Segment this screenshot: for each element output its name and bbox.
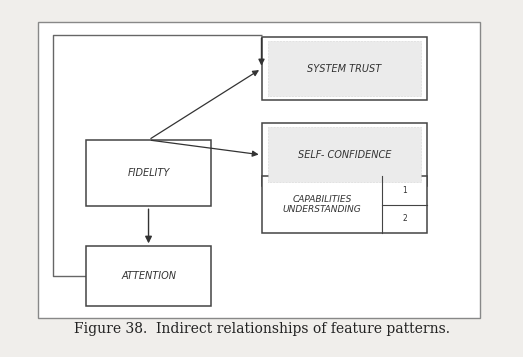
Text: ATTENTION: ATTENTION (121, 271, 176, 281)
Text: SYSTEM TRUST: SYSTEM TRUST (307, 64, 381, 74)
Bar (262, 176, 427, 233)
Bar (262, 37, 427, 100)
Bar (86, 246, 211, 306)
Text: SELF- CONFIDENCE: SELF- CONFIDENCE (298, 150, 391, 160)
Text: 2: 2 (402, 214, 407, 223)
Bar (38, 22, 480, 318)
Bar (86, 140, 211, 206)
Text: CAPABILITIES
UNDERSTANDING: CAPABILITIES UNDERSTANDING (282, 195, 361, 215)
Text: Figure 38.  Indirect relationships of feature patterns.: Figure 38. Indirect relationships of fea… (74, 322, 449, 336)
Bar (268, 127, 421, 182)
Bar (262, 123, 427, 186)
Text: FIDELITY: FIDELITY (127, 168, 170, 178)
Bar (268, 41, 421, 96)
Text: 1: 1 (402, 186, 407, 195)
